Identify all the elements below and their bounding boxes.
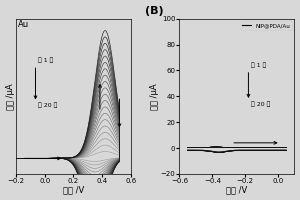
Text: 第 1 圈: 第 1 圈 [251,62,266,68]
Text: 第 1 圈: 第 1 圈 [38,58,53,63]
Y-axis label: 电流 /μA: 电流 /μA [150,83,159,110]
Text: Au: Au [18,20,29,29]
X-axis label: 电位 /V: 电位 /V [226,185,247,194]
Text: 第 20 圈: 第 20 圈 [38,103,57,108]
Text: (B): (B) [145,6,164,16]
X-axis label: 电位 /V: 电位 /V [63,185,84,194]
Legend: NIP@PDA/Au: NIP@PDA/Au [241,21,292,30]
Text: 第 20 圈: 第 20 圈 [251,101,270,107]
Y-axis label: 电流 /μA: 电流 /μA [6,83,15,110]
